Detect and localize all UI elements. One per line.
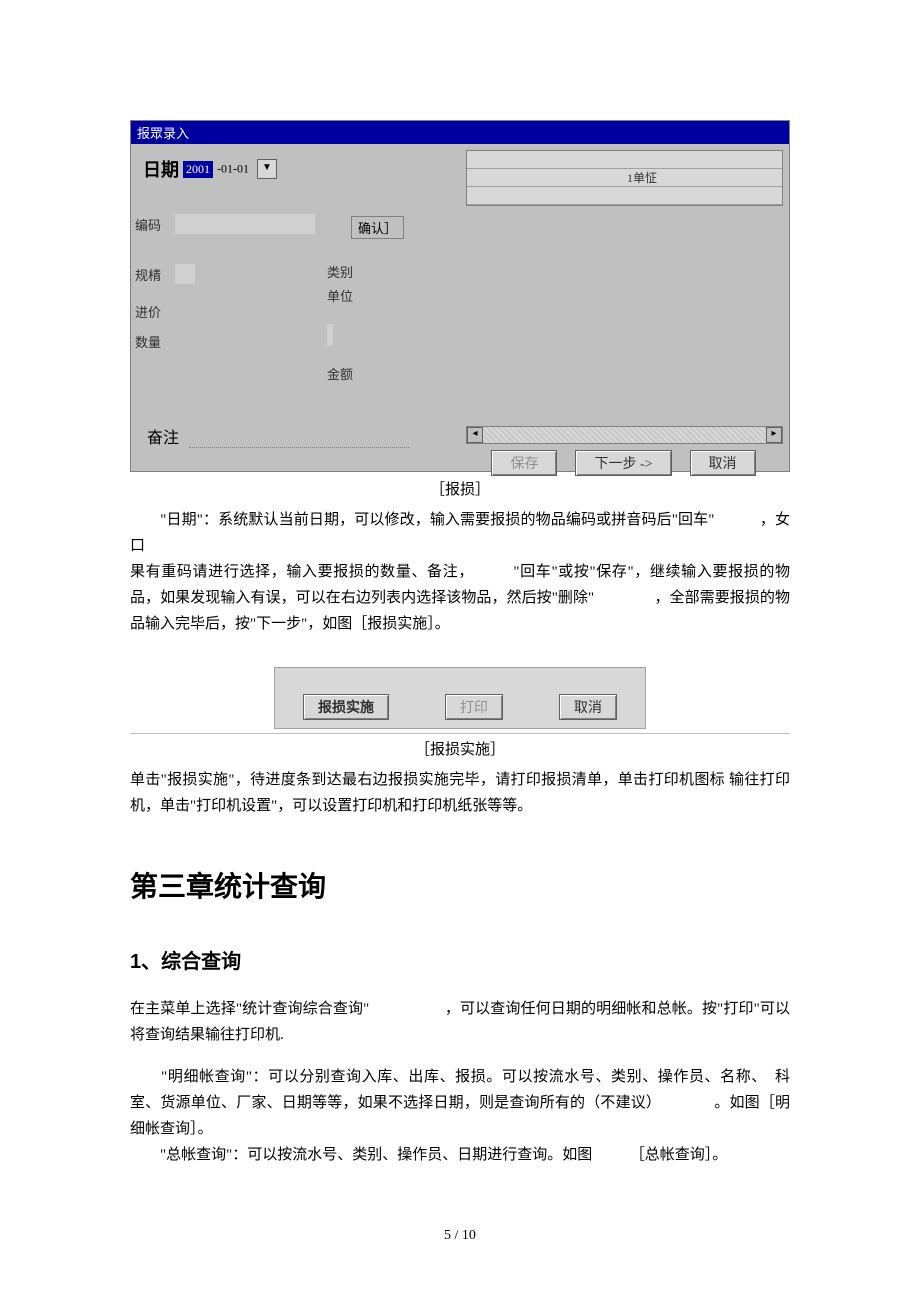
label-cost: 进价 [131,302,171,321]
label-qty: 数量 [131,332,171,351]
scroll-right-icon[interactable]: ▸ [766,427,782,443]
exec-cancel-button[interactable]: 取消 [559,694,617,720]
para-2: 果有重码请进行选择，输入要报损的数量、备注， "回车"或按"保存"，继续输入要报… [130,559,790,637]
list-box[interactable]: 1单怔 [466,150,783,206]
label-amount: 金额 [327,364,353,383]
input-remark[interactable] [189,447,409,448]
form-window: 报眾录入 日期 2001 -01-01 ▼ 编码 规棈 [130,120,790,472]
list-item-text: 1单怔 [467,171,657,185]
save-button[interactable]: 保存 [491,450,557,476]
label-spec: 规棈 [131,265,171,284]
para-3: 单击"报损实施"，待进度条到达最右边报损实施完毕，请打印报损清单，单击打印机图标… [130,767,790,819]
next-button[interactable]: 下一步 -> [575,450,671,476]
para-1: "日期"：系统默认当前日期，可以修改，输入需要报损的物品编码或拼音码后"回车" … [130,507,790,559]
print-button[interactable]: 打印 [445,694,503,720]
scroll-left-icon[interactable]: ◂ [467,427,483,443]
date-rest: -01-01 [217,162,249,176]
confirm-button[interactable]: 确认］ [351,216,404,239]
date-year[interactable]: 2001 [183,161,213,178]
date-label: 日期 [143,160,179,180]
date-dropdown-icon[interactable]: ▼ [257,159,277,179]
exec-strip: 报损实施 打印 取消 [274,667,646,729]
horizontal-scrollbar[interactable]: ◂ ▸ [466,426,783,444]
input-mid[interactable] [327,324,333,346]
label-unit: 单位 [327,286,353,305]
input-code[interactable] [175,214,315,234]
label-category: 类别 [327,262,353,281]
divider [130,733,790,734]
caption-baosun: ［报损］ [130,478,790,499]
page-footer: 5 / 10 [130,1228,790,1244]
form-titlebar: 报眾录入 [131,121,789,144]
cancel-button[interactable]: 取消 [690,450,756,476]
para-6: "总帐查询"：可以按流水号、类别、操作员、日期进行查询。如图 ［总帐查询］。 [130,1142,790,1168]
label-remark: 奋注 [147,430,179,447]
section-1-title: 1、综合查询 [130,945,790,974]
caption-exec: ［报损实施］ [130,738,790,759]
chapter-title: 第三章统计查询 [130,865,790,905]
para-5: "明细帐查询"：可以分别查询入库、出库、报损。可以按流水号、类别、操作员、名称、… [130,1064,790,1142]
input-spec[interactable] [175,264,195,284]
exec-button[interactable]: 报损实施 [303,694,389,720]
para-4: 在主菜单上选择"统计查询综合查询" ，可以查询任何日期的明细帐和总帐。按"打印"… [130,996,790,1048]
label-code: 编码 [131,215,171,234]
